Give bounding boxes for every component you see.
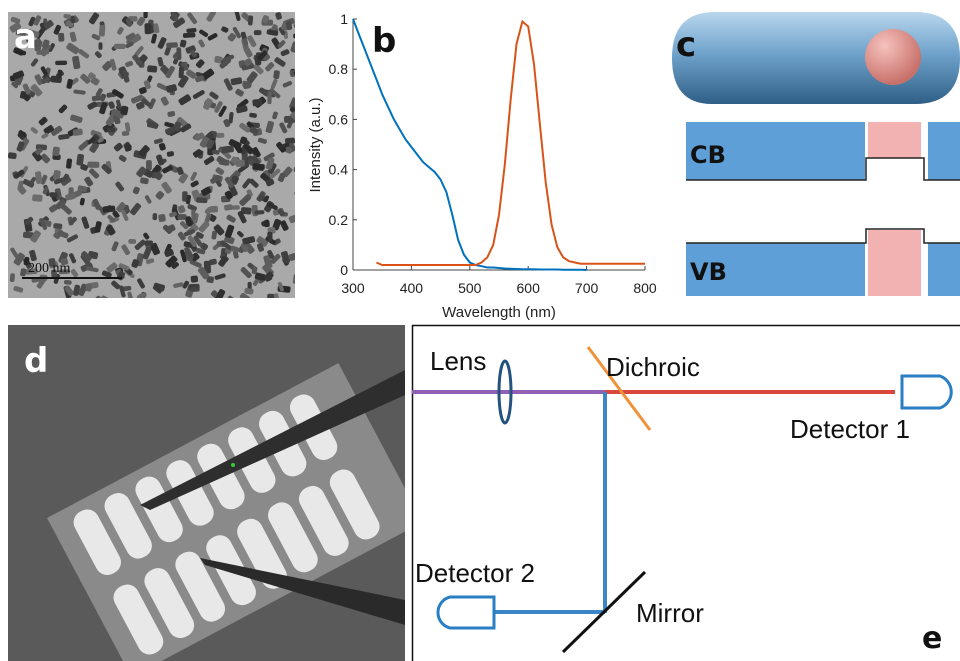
nanorod-particle [254,30,262,35]
detector-label: Detector 2 [415,558,535,588]
nanorod-particle [293,274,300,285]
nanorod-particle [190,287,199,292]
y-tick-label: 0.2 [329,212,349,228]
x-tick-label: 700 [575,280,599,296]
nanorod-particle [87,162,99,168]
y-tick-label: 0.8 [329,61,349,77]
x-axis-title: Wavelength (nm) [442,304,556,321]
mirror-label: Mirror [636,598,704,628]
y-tick-label: 1 [340,11,348,27]
vb-label: VB [690,258,727,286]
nanorod-particle [216,133,224,138]
nanorod-particle [92,95,105,101]
nanorod-particle [252,99,262,107]
nanorod-particle [294,190,304,196]
y-tick-label: 0.4 [329,162,349,178]
panel-label: d [24,341,48,381]
y-tick-label: 0 [340,262,348,278]
nanorod-particle [58,33,65,42]
nanorod-particle [144,23,151,34]
x-tick-label: 600 [517,280,541,296]
band-rod [928,243,960,296]
nanorod-particle [52,146,60,156]
nanorod-particle [49,192,57,198]
nanorod-particle [102,205,115,212]
spectrum-chart: 300 400 500 600 700 800 0 0.2 0.4 0.6 0.8 1 Waveleng… [307,11,657,321]
nanorod-particle [183,32,196,38]
y-axis-title: Intensity (a.u.) [307,97,324,192]
nanorod-particle [267,91,271,104]
dichroic-label: Dichroic [606,352,700,382]
x-tick-label: 800 [633,280,657,296]
nanorod-particle [196,197,208,203]
seed-sphere [865,29,921,85]
detector [902,376,951,408]
nanorod-particle [153,213,158,220]
detector [438,597,494,628]
nanorod-particle [191,209,196,220]
nanorod-particle [143,11,148,19]
nanorod-particle [145,241,153,246]
nanorod-particle [267,294,274,307]
panel-label: a [14,17,37,57]
figure: a 200 nm 300 400 500 600 700 800 0 0.2 0.4 0.6 0.8… [0,0,960,661]
nanorod-particle [267,232,272,242]
nanorod-particle [99,25,106,37]
nanorod-particle [264,220,270,227]
nanorod-particle [254,210,264,215]
panel-label: b [372,21,396,61]
nanorod-particle [294,167,302,173]
nanorod-particle [36,50,49,55]
nanorod-particle [178,66,184,78]
x-tick-label: 400 [400,280,424,296]
x-tick-label: 300 [341,280,365,296]
series-line [376,22,645,266]
nanorod-particle [8,152,17,159]
nanorod-particle [98,42,102,50]
nanorod-particle [10,273,15,282]
band-seed [868,230,921,296]
nanorod-particle [177,214,186,220]
band-seed [868,122,921,158]
nanorod-particle [147,65,157,72]
nanorod-particle [114,44,126,49]
nanorod-particle [158,214,166,222]
cb-label: CB [690,141,726,169]
nanorod-particle [146,160,152,170]
nanorod-particle [166,42,178,48]
y-tick-label: 0.6 [329,111,349,127]
nanorod-particle [55,61,67,66]
panel-label: e [922,621,942,656]
panel-label: c [676,25,696,65]
nanorod-particle [176,47,181,60]
lens-label: Lens [430,346,486,376]
nanorod-particle [190,275,198,282]
nanorod-particle [53,223,62,229]
scale-bar-label: 200 nm [28,261,71,276]
nanorod-particle [128,239,136,244]
nanorod-particle [32,194,43,202]
x-tick-label: 500 [458,280,482,296]
nanorod-particle [248,15,253,25]
detector-label: Detector 1 [790,414,910,444]
band-rod [928,122,960,180]
nanorod-particle [293,33,303,38]
